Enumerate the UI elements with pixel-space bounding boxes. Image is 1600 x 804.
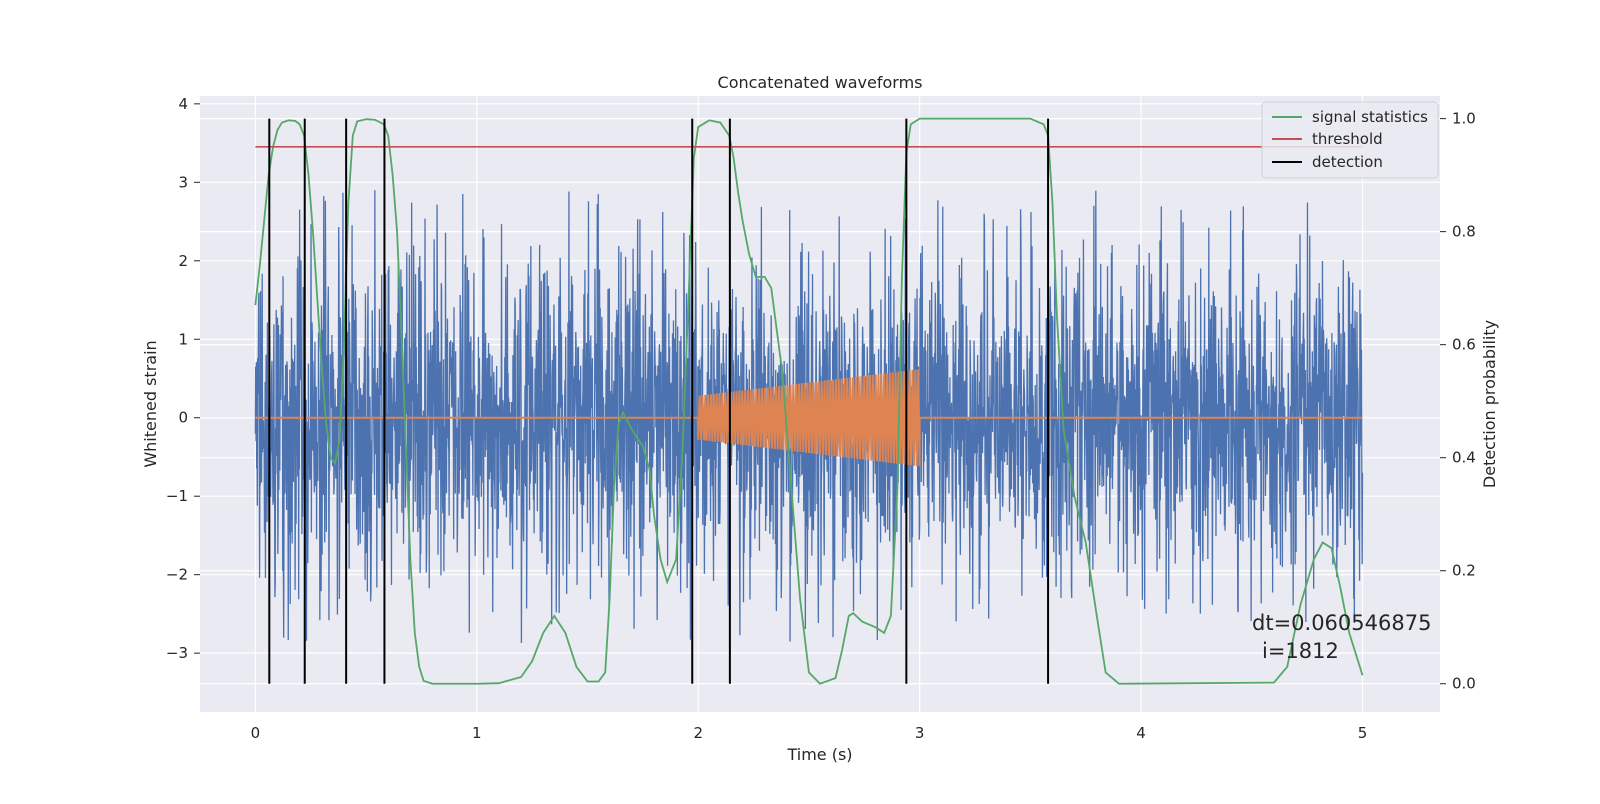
signal-statistics-line: [254, 117, 1364, 685]
y-right-tick-label: 0.4: [1452, 449, 1476, 467]
y-right-tick-label: 0.0: [1452, 675, 1476, 693]
y-right-tick-label: 0.2: [1452, 562, 1476, 580]
legend-label-signal-statistics: signal statistics: [1312, 108, 1428, 126]
injection-line: [255, 369, 1363, 467]
injection-series: [255, 369, 1363, 467]
y-left-tick-label: 3: [178, 173, 188, 191]
x-tick-label: 5: [1358, 724, 1368, 742]
annotation-dt: dt=0.060546875: [1252, 611, 1431, 635]
y-right-tick-label: 1.0: [1452, 110, 1476, 128]
y-left-tick-label: −2: [166, 566, 188, 584]
y-right-tick-label: 0.8: [1452, 223, 1476, 241]
detection-series: [268, 118, 1050, 684]
x-tick-label: 3: [915, 724, 925, 742]
axis-ticks: 0 1 2 3 4 5 −3 −2 −1 0 1 2 3 4 0.0 0.2 0.4 0.6 0.8 1.0: [166, 95, 1476, 742]
x-tick-label: 1: [472, 724, 482, 742]
annotation-i: i=1812: [1262, 639, 1339, 663]
x-axis-label: Time (s): [786, 745, 852, 764]
legend-label-detection: detection: [1312, 153, 1383, 171]
legend-box: [1261, 101, 1439, 179]
y-left-tick-label: −3: [166, 644, 188, 662]
y-left-tick-label: −1: [166, 487, 188, 505]
legend-label-threshold: threshold: [1312, 130, 1383, 148]
y-left-tick-label: 4: [178, 95, 188, 113]
y-right-tick-label: 0.6: [1452, 336, 1476, 354]
y-left-tick-label: 0: [178, 409, 188, 427]
strain-series: [254, 190, 1364, 643]
chart-title: Concatenated waveforms: [718, 73, 923, 92]
signal-statistics-series: [254, 117, 1364, 685]
y-left-tick-label: 1: [178, 330, 188, 348]
y-axis-label-left: Whitened strain: [141, 340, 160, 467]
legend: signal statistics threshold detection: [1261, 101, 1439, 179]
x-tick-label: 4: [1136, 724, 1146, 742]
x-tick-label: 2: [693, 724, 703, 742]
x-tick-label: 0: [251, 724, 261, 742]
y-axis-label-right: Detection probability: [1480, 320, 1499, 488]
y-left-tick-label: 2: [178, 252, 188, 270]
strain-line: [254, 190, 1364, 643]
